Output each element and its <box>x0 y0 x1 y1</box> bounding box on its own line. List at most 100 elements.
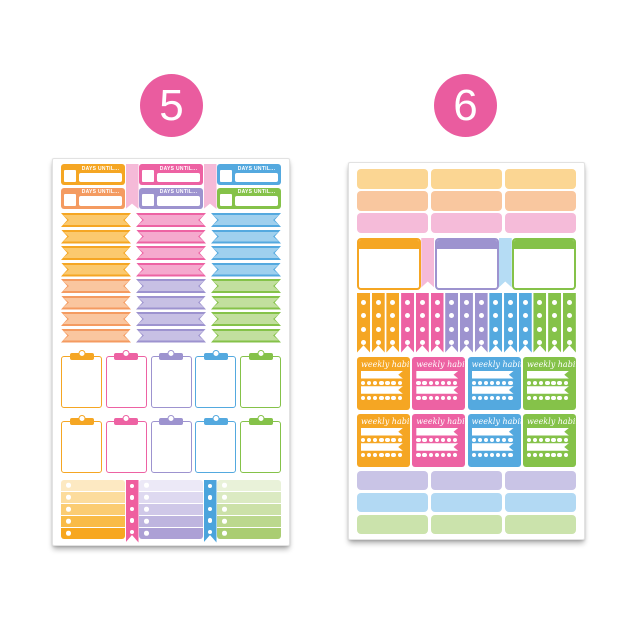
bullet-dot-icon <box>66 530 71 536</box>
bullet-dot-icon <box>375 313 381 318</box>
checkbox-square-icon <box>64 193 76 206</box>
clipboard-sticker <box>195 414 237 473</box>
habit-dots-row <box>526 452 572 458</box>
bullet-dot-icon <box>566 326 572 332</box>
bullet-dot-icon <box>483 452 489 458</box>
bullet-dot-icon <box>144 506 149 512</box>
bullet-dot-icon <box>483 395 489 401</box>
bullet-dot-icon <box>533 380 538 385</box>
clipboard-sticker <box>150 414 192 473</box>
bullet-dot-icon <box>434 313 440 318</box>
bullet-dot-icon <box>449 299 455 305</box>
habit-label-flag-icon <box>361 443 403 451</box>
bullet-dot-icon <box>522 299 528 305</box>
days-until-sticker: DAYS UNTIL... <box>217 164 281 185</box>
bullet-dot-icon <box>477 437 483 442</box>
days-until-sticker: DAYS UNTIL... <box>217 187 281 209</box>
bullet-dot-icon <box>502 452 507 458</box>
label-row <box>357 169 576 189</box>
checkbox-square-icon <box>142 193 154 206</box>
clipboard-row <box>61 414 281 473</box>
label-sticker <box>505 191 576 211</box>
bullet-dot-icon <box>434 395 439 401</box>
bullet-dot-icon <box>434 437 439 442</box>
checkbox-square-icon <box>220 193 232 206</box>
bullet-dot-icon <box>428 380 433 385</box>
bullet-dot-icon <box>66 494 71 500</box>
header-bar <box>436 239 497 249</box>
habit-dots-row <box>416 452 461 458</box>
habit-dots-row <box>526 380 572 385</box>
dotted-flag-sticker <box>430 292 444 353</box>
write-in-line <box>79 172 122 182</box>
weekly-habits-sticker: weekly habits <box>357 413 417 467</box>
label-sticker <box>505 213 576 233</box>
bullet-dot-icon <box>508 437 513 442</box>
bullet-dot-icon <box>379 395 384 401</box>
habit-label-flag-icon <box>526 386 569 394</box>
clipboard-sticker <box>150 349 192 408</box>
bullet-dot-icon <box>533 395 538 401</box>
banner-fill <box>63 314 129 324</box>
label-sticker <box>431 191 502 211</box>
bullet-dot-icon <box>144 494 149 500</box>
banner-sticker <box>136 246 206 260</box>
bullet-dot-icon <box>207 495 213 500</box>
bullet-dot-icon <box>416 395 421 401</box>
banner-fill <box>63 281 129 291</box>
bullet-dot-icon <box>419 340 425 345</box>
gradient-checklist-sticker <box>217 479 281 539</box>
weekly-habits-sticker: weekly habits <box>412 356 473 410</box>
bullet-dot-icon <box>545 452 550 458</box>
clipboard-ring-icon <box>122 414 130 422</box>
write-in-line <box>157 196 200 206</box>
bullet-dot-icon <box>502 395 507 401</box>
clipboard-body <box>105 356 147 408</box>
banner-fill <box>213 297 279 308</box>
dotted-flag-sticker <box>415 292 429 353</box>
days-until-sticker: DAYS UNTIL... <box>139 187 203 209</box>
label-sticker <box>505 169 576 189</box>
bullet-dot-icon <box>419 326 425 332</box>
bullet-dot-icon <box>557 395 562 401</box>
bullet-dot-icon <box>557 380 562 385</box>
bullet-dot-icon <box>493 299 499 305</box>
banner-sticker <box>136 213 206 227</box>
bullet-dot-icon <box>373 437 378 442</box>
bullet-dot-icon <box>375 299 381 305</box>
bullet-dot-icon <box>222 518 227 524</box>
bullet-dot-icon <box>416 437 421 442</box>
bullet-dot-icon <box>539 395 544 401</box>
bullet-dot-icon <box>428 437 433 442</box>
clipboard-sticker <box>240 414 281 473</box>
banner-fill <box>63 248 129 258</box>
checklist-stripe <box>139 479 203 491</box>
write-in-line <box>235 172 278 182</box>
bullet-dot-icon <box>66 482 71 488</box>
banner-fill <box>63 231 129 242</box>
habit-dots-row <box>416 437 461 442</box>
banner-sticker <box>211 279 281 293</box>
bullet-dot-icon <box>446 437 452 442</box>
label-rows-bottom <box>357 470 576 534</box>
bullet-dot-icon <box>563 437 568 442</box>
banner-sticker <box>211 312 281 326</box>
weekly-habits-title: weekly habits <box>416 359 473 369</box>
bullet-dot-icon <box>539 437 544 442</box>
flag-ribbon-icon <box>498 237 512 288</box>
bullet-dot-icon <box>533 437 538 442</box>
checklist-section <box>61 479 281 543</box>
dotted-flag-sticker <box>371 292 385 353</box>
bullet-dot-icon <box>361 380 366 385</box>
clipboard-body <box>195 356 237 408</box>
habit-dots-row <box>471 380 517 385</box>
bullet-dot-icon <box>477 380 483 385</box>
clipboard-body <box>61 356 102 408</box>
bullet-dot-icon <box>367 395 372 401</box>
label-sticker <box>505 492 576 512</box>
checklist-stripe <box>61 491 125 503</box>
bullet-dot-icon <box>207 529 213 534</box>
banner-row <box>61 328 281 343</box>
banner-section <box>61 213 281 343</box>
weekly-habits-sticker: weekly habits <box>357 356 417 410</box>
